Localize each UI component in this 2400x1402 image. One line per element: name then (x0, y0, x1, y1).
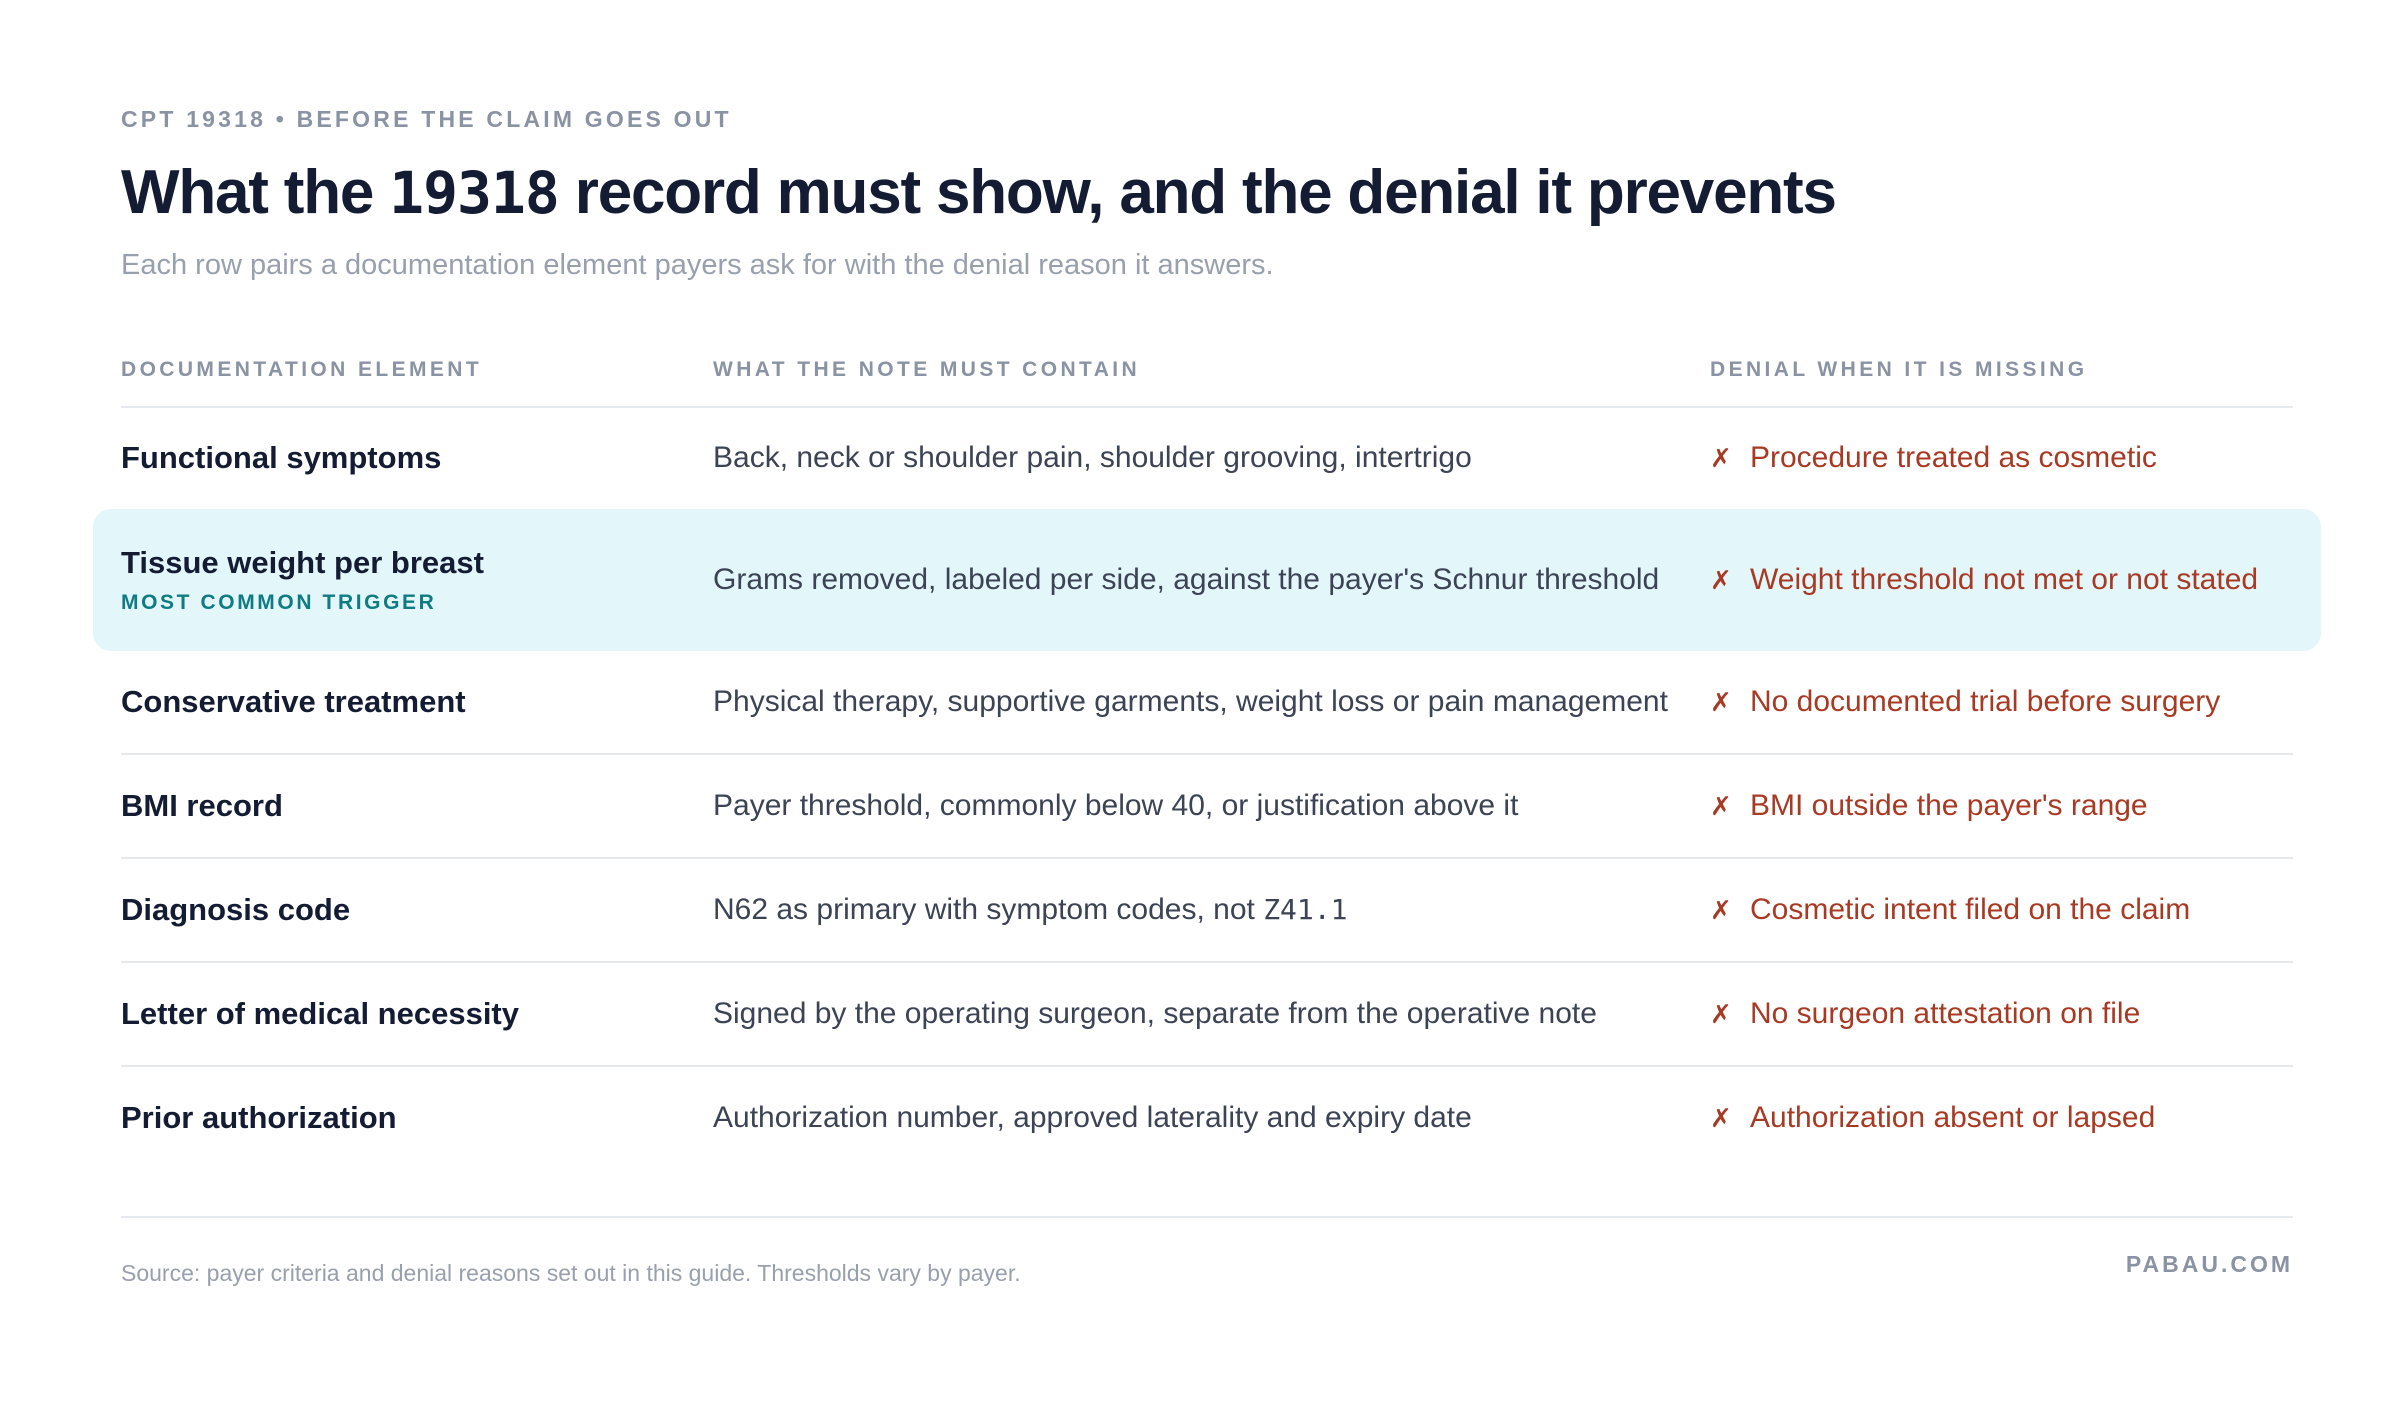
contain-cell: Grams removed, labeled per side, against… (713, 511, 1659, 649)
page-subtitle: Each row pairs a documentation element p… (121, 249, 1274, 281)
contain-text: Back, neck or shoulder pain, shoulder gr… (713, 441, 1472, 474)
title-code: 19318 (389, 159, 560, 227)
cross-icon: ✗ (1710, 998, 1732, 1029)
cross-icon: ✗ (1710, 564, 1732, 595)
element-cell: Prior authorization (121, 1067, 397, 1169)
title-prefix: What the (121, 158, 390, 227)
table-row: Letter of medical necessity Signed by th… (121, 963, 2293, 1067)
column-header-contain: WHAT THE NOTE MUST CONTAIN (713, 358, 1141, 381)
table-row: Diagnosis code N62 as primary with sympt… (121, 859, 2293, 963)
contain-text: Authorization number, approved lateralit… (713, 1101, 1472, 1134)
contain-text: N62 as primary with symptom codes, not Z… (713, 893, 1348, 927)
cross-icon: ✗ (1710, 894, 1732, 925)
denial-cell: ✗ Weight threshold not met or not stated (1710, 511, 2258, 649)
contain-code: Z41.1 (1263, 893, 1348, 926)
eyebrow-label: CPT 19318 • BEFORE THE CLAIM GOES OUT (121, 106, 732, 132)
cross-icon: ✗ (1710, 790, 1732, 821)
denial-text: Authorization absent or lapsed (1750, 1101, 2156, 1134)
table-row-highlighted: Tissue weight per breast MOST COMMON TRI… (93, 509, 2321, 651)
contain-text: Payer threshold, commonly below 40, or j… (713, 789, 1519, 822)
table-row: BMI record Payer threshold, commonly bel… (121, 755, 2293, 859)
element-cell: Letter of medical necessity (121, 963, 519, 1065)
element-name: Functional symptoms (121, 440, 442, 475)
table-row: Conservative treatment Physical therapy,… (121, 651, 2293, 755)
denial-cell: ✗ BMI outside the payer's range (1710, 755, 2148, 857)
page-title: What the 19318 record must show, and the… (121, 154, 1837, 232)
table-header: DOCUMENTATION ELEMENT WHAT THE NOTE MUST… (121, 358, 2293, 408)
column-header-element: DOCUMENTATION ELEMENT (121, 358, 483, 381)
table-row: Prior authorization Authorization number… (121, 1067, 2293, 1169)
table-row: Functional symptoms Back, neck or should… (121, 407, 2293, 511)
contain-text: Physical therapy, supportive garments, w… (713, 685, 1668, 718)
table-body: Functional symptoms Back, neck or should… (93, 407, 2321, 1169)
brand-label: PABAU.COM (2125, 1251, 2293, 1277)
cross-icon: ✗ (1710, 442, 1732, 473)
contain-text: Signed by the operating surgeon, separat… (713, 997, 1597, 1030)
element-name: Conservative treatment (121, 684, 466, 719)
element-name: Prior authorization (121, 1100, 397, 1135)
contain-cell: Payer threshold, commonly below 40, or j… (713, 755, 1518, 857)
denial-cell: ✗ Cosmetic intent filed on the claim (1710, 859, 2190, 961)
denial-text: No surgeon attestation on file (1750, 997, 2141, 1030)
element-cell: Tissue weight per breast MOST COMMON TRI… (121, 511, 484, 649)
denial-text: Weight threshold not met or not stated (1750, 563, 2259, 596)
cross-icon: ✗ (1710, 686, 1732, 717)
cross-icon: ✗ (1710, 1102, 1732, 1133)
element-name: BMI record (121, 788, 283, 823)
element-cell: Functional symptoms (121, 407, 441, 509)
denial-text: Procedure treated as cosmetic (1750, 441, 2157, 474)
contain-text: Grams removed, labeled per side, against… (713, 563, 1660, 596)
element-name: Diagnosis code (121, 892, 351, 927)
element-name: Tissue weight per breast (121, 545, 484, 580)
page: CPT 19318 • BEFORE THE CLAIM GOES OUT Wh… (93, 0, 2321, 1402)
denial-text: Cosmetic intent filed on the claim (1750, 893, 2191, 926)
contain-cell: Signed by the operating surgeon, separat… (713, 963, 1597, 1065)
column-header-denial: DENIAL WHEN IT IS MISSING (1710, 358, 2088, 381)
element-cell: Conservative treatment (121, 651, 466, 753)
source-note: Source: payer criteria and denial reason… (121, 1260, 1021, 1286)
contain-text-prefix: N62 as primary with symptom codes, not (713, 893, 1264, 926)
denial-cell: ✗ No surgeon attestation on file (1710, 963, 2140, 1065)
denial-text: BMI outside the payer's range (1750, 789, 2148, 822)
element-cell: Diagnosis code (121, 859, 350, 961)
contain-cell: Physical therapy, supportive garments, w… (713, 651, 1668, 753)
denial-cell: ✗ Authorization absent or lapsed (1710, 1067, 2155, 1169)
denial-cell: ✗ Procedure treated as cosmetic (1710, 407, 2157, 509)
trigger-badge: MOST COMMON TRIGGER (121, 591, 437, 614)
contain-cell: Authorization number, approved lateralit… (713, 1067, 1472, 1169)
element-cell: BMI record (121, 755, 283, 857)
element-name: Letter of medical necessity (121, 996, 519, 1031)
title-suffix: record must show, and the denial it prev… (558, 158, 1837, 227)
contain-cell: Back, neck or shoulder pain, shoulder gr… (713, 407, 1472, 509)
footer-divider (121, 1216, 2293, 1218)
denial-cell: ✗ No documented trial before surgery (1710, 651, 2220, 753)
denial-text: No documented trial before surgery (1750, 685, 2221, 718)
contain-cell: N62 as primary with symptom codes, not Z… (713, 859, 1348, 961)
